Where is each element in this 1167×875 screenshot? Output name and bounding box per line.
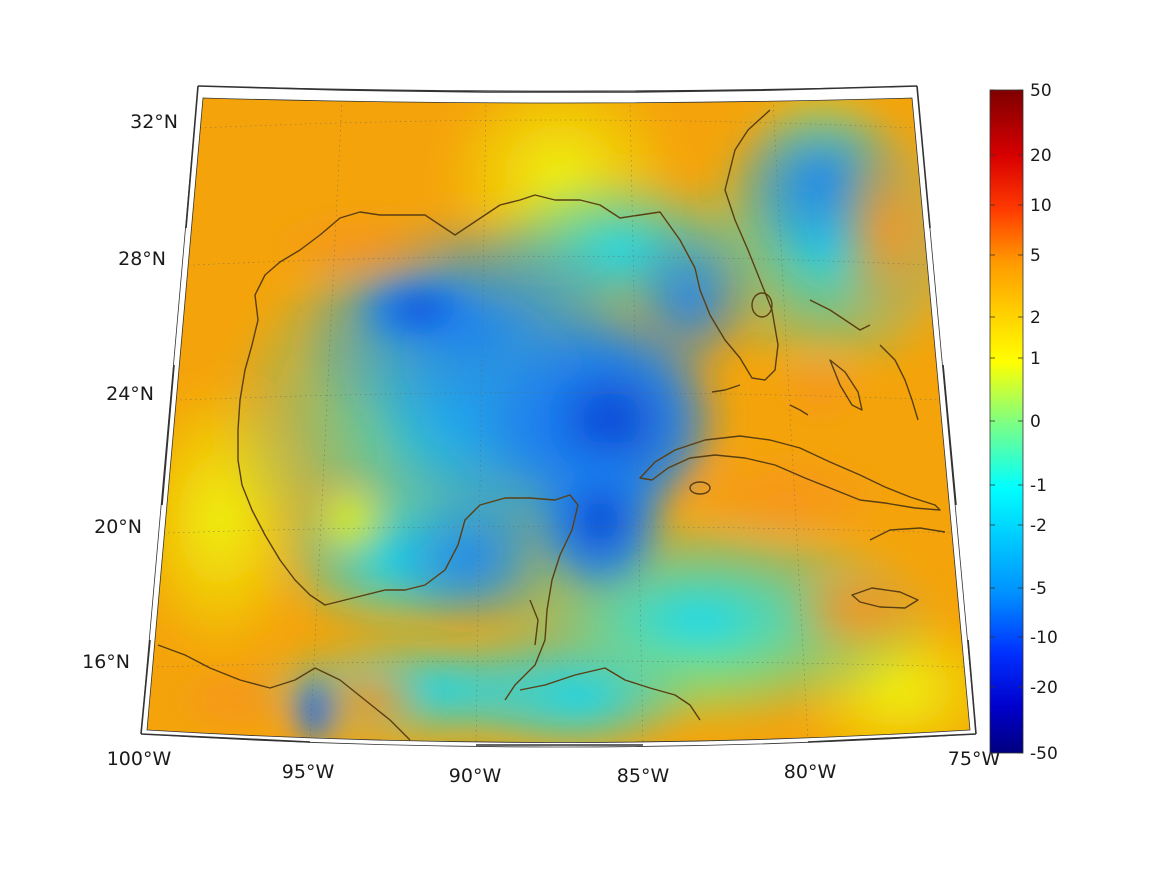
graticule: [156, 99, 965, 743]
colorbar-tick-label: -20: [1030, 678, 1058, 698]
colorbar-tick-label: 50: [1030, 81, 1052, 101]
colorbar-tick-label: 2: [1030, 308, 1041, 328]
colorbar-tick-label: 10: [1030, 196, 1052, 216]
longitude-labels: 100°W 95°W 90°W 85°W 80°W 75°W: [107, 748, 1001, 787]
map-frame: [140, 85, 977, 748]
colorbar-tick-label: -5: [1030, 579, 1047, 599]
colorbar-tick-label: -50: [1030, 744, 1058, 764]
colorbar-tick-label: -1: [1030, 476, 1047, 496]
colorbar-ramp: [989, 89, 1024, 754]
lat-label: 32°N: [130, 111, 178, 133]
lat-label: 16°N: [82, 651, 130, 673]
lat-label: 20°N: [94, 516, 142, 538]
latitude-labels: 32°N 28°N 24°N 20°N 16°N: [82, 111, 178, 673]
lon-label: 80°W: [784, 761, 837, 783]
colorbar-tick-label: 1: [1030, 349, 1041, 369]
colorbar-tick-label: -2: [1030, 516, 1047, 536]
lat-label: 28°N: [118, 248, 166, 270]
colorbar-tick-label: -10: [1030, 628, 1058, 648]
lon-label: 95°W: [282, 761, 335, 783]
lat-label: 24°N: [106, 383, 154, 405]
lon-label: 100°W: [107, 748, 172, 770]
lon-label: 75°W: [948, 748, 1001, 770]
colorbar-tick-label: 20: [1030, 146, 1052, 166]
colorbar-tick-label: 0: [1030, 412, 1041, 432]
lon-label: 85°W: [617, 765, 670, 787]
colorbar-tick-label: 5: [1030, 246, 1041, 266]
lon-label: 90°W: [449, 765, 502, 787]
coastlines: [157, 109, 946, 741]
